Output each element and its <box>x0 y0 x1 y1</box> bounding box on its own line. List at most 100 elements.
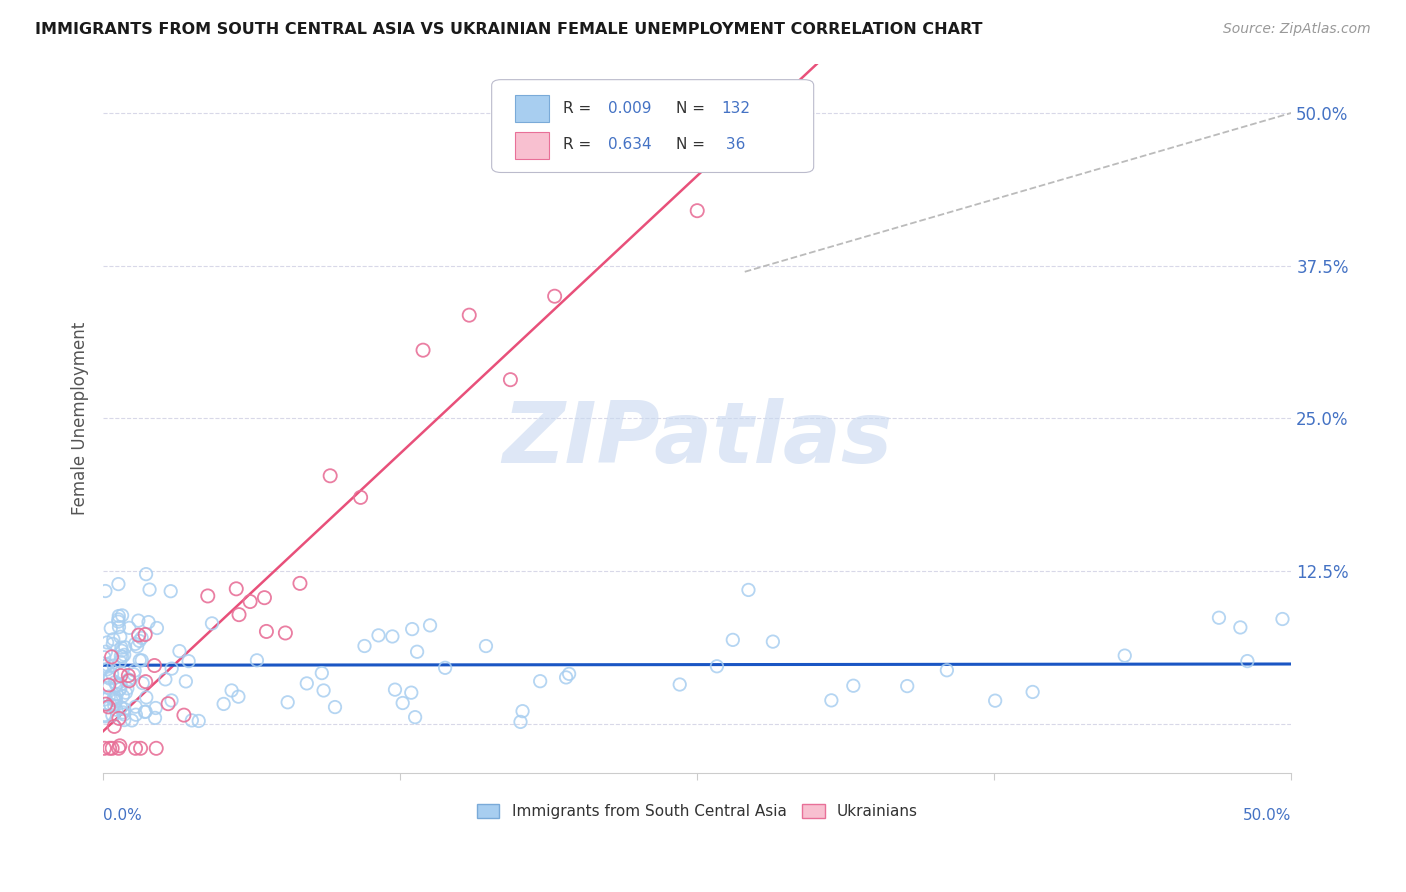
Point <box>138 615 160 629</box>
Point <box>101 637 124 651</box>
Point <box>100 621 122 635</box>
Point <box>107 612 129 626</box>
Point <box>1229 620 1251 634</box>
Point <box>131 653 153 667</box>
Point <box>111 608 134 623</box>
Point <box>143 658 166 673</box>
Point <box>135 705 157 719</box>
Point <box>353 639 375 653</box>
Point <box>221 683 243 698</box>
Point <box>197 589 219 603</box>
Text: N =: N = <box>676 101 710 116</box>
Point <box>177 654 200 668</box>
Point <box>108 681 131 696</box>
Point <box>145 701 167 715</box>
Point <box>129 741 152 756</box>
Point <box>114 640 136 655</box>
Point <box>110 677 132 691</box>
Point <box>128 628 150 642</box>
Point <box>935 663 957 677</box>
Point <box>228 690 250 704</box>
Point <box>105 694 128 708</box>
Point <box>134 705 156 719</box>
Point <box>128 634 150 648</box>
Y-axis label: Female Unemployment: Female Unemployment <box>72 322 89 515</box>
Point <box>114 686 136 700</box>
Point <box>135 674 157 689</box>
Point <box>1021 685 1043 699</box>
Point <box>118 673 141 687</box>
Bar <box>516 95 548 122</box>
Point <box>110 665 132 680</box>
Point <box>1271 612 1294 626</box>
Point <box>434 661 457 675</box>
Point <box>111 706 134 720</box>
Text: 132: 132 <box>721 101 749 116</box>
Point <box>108 711 131 725</box>
Point <box>896 679 918 693</box>
Point <box>107 609 129 624</box>
Point <box>499 373 522 387</box>
Point <box>103 691 125 706</box>
Point <box>295 676 318 690</box>
Point <box>762 634 785 648</box>
Point <box>458 308 481 322</box>
Point <box>404 710 426 724</box>
Point <box>124 637 146 651</box>
Point <box>117 668 139 682</box>
Point <box>111 689 134 703</box>
Point <box>93 741 115 756</box>
Point <box>1236 654 1258 668</box>
Point <box>110 681 132 696</box>
Point <box>112 713 135 727</box>
Point <box>135 567 157 582</box>
Point <box>842 679 865 693</box>
Point <box>686 203 709 218</box>
Text: 50.0%: 50.0% <box>1243 808 1291 823</box>
Point <box>406 645 429 659</box>
Point <box>98 741 121 756</box>
Point <box>131 631 153 645</box>
Point <box>187 714 209 728</box>
Point <box>111 644 134 658</box>
Point <box>1208 611 1230 625</box>
Point <box>125 707 148 722</box>
Point <box>288 576 311 591</box>
Point <box>529 674 551 689</box>
Point <box>108 739 131 753</box>
Point <box>110 630 132 644</box>
Point <box>157 697 180 711</box>
Point <box>127 614 149 628</box>
Text: Source: ZipAtlas.com: Source: ZipAtlas.com <box>1223 22 1371 37</box>
Text: R =: R = <box>562 137 596 153</box>
Point <box>401 686 423 700</box>
Point <box>509 714 531 729</box>
Point <box>401 622 423 636</box>
Point <box>110 700 132 714</box>
Point <box>97 699 120 714</box>
Point <box>110 668 132 682</box>
Point <box>108 655 131 669</box>
Point <box>254 624 277 639</box>
Point <box>349 491 371 505</box>
Point <box>94 645 117 659</box>
Point <box>97 678 120 692</box>
Point <box>212 697 235 711</box>
Point <box>96 635 118 649</box>
Point <box>107 741 129 756</box>
Point <box>143 711 166 725</box>
Point <box>103 658 125 673</box>
Point <box>104 675 127 690</box>
Point <box>319 468 342 483</box>
Point <box>124 664 146 678</box>
Point <box>312 683 335 698</box>
Point <box>100 649 122 664</box>
Point <box>201 616 224 631</box>
Point <box>512 704 534 718</box>
Text: 0.009: 0.009 <box>609 101 651 116</box>
Point <box>323 700 346 714</box>
Point <box>110 649 132 664</box>
Point <box>124 699 146 714</box>
Point <box>239 594 262 608</box>
Point <box>94 709 117 723</box>
